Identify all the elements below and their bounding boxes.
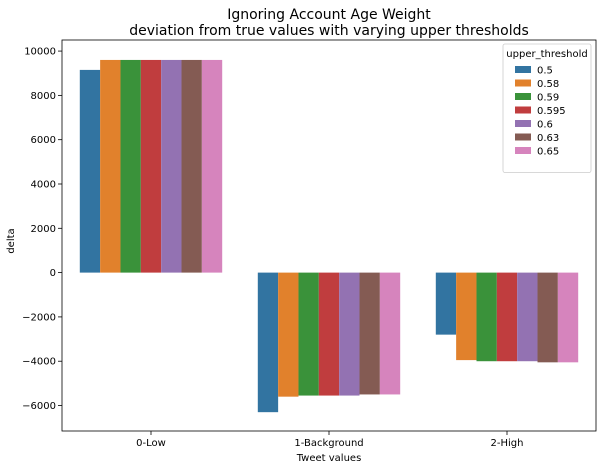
y-tick-label-2000: 2000 <box>31 224 56 235</box>
bar-2-High-0.5 <box>435 272 457 335</box>
legend-swatch-0.65 <box>515 147 531 154</box>
legend-swatch-0.5 <box>515 66 531 73</box>
bar-2-High-0.65 <box>557 272 579 363</box>
x-tick-label-0-Low: 0-Low <box>136 438 166 449</box>
bar-2-High-0.6 <box>517 272 538 362</box>
chart-title-line-1: Ignoring Account Age Weight <box>227 7 431 23</box>
legend-label-0.5: 0.5 <box>537 66 553 77</box>
legend-swatch-0.58 <box>515 79 531 87</box>
chart-title-line-2: deviation from true values with varying … <box>129 23 529 39</box>
legend-swatch-0.59 <box>515 93 531 100</box>
bar-2-High-0.58 <box>456 272 477 361</box>
bar-1-Background-0.58 <box>278 272 299 397</box>
bar-0-Low-0.59 <box>120 59 141 273</box>
legend-swatch-0.63 <box>515 133 531 141</box>
y-tick-label--4000: −4000 <box>22 357 56 368</box>
y-tick-label-0: 0 <box>50 268 56 279</box>
bar-0-Low-0.58 <box>100 59 121 273</box>
y-tick-label-8000: 8000 <box>31 91 56 102</box>
bar-1-Background-0.5 <box>257 272 279 413</box>
legend-swatch-0.595 <box>515 106 531 114</box>
y-axis-label: delta <box>6 228 17 253</box>
legend-label-0.59: 0.59 <box>537 93 559 104</box>
bar-2-High-0.595 <box>496 272 518 362</box>
legend-label-0.63: 0.63 <box>537 133 559 144</box>
bar-0-Low-0.6 <box>161 59 182 273</box>
x-axis-label: Tweet values <box>296 453 362 464</box>
bar-1-Background-0.63 <box>359 272 380 395</box>
bar-0-Low-0.63 <box>181 59 202 273</box>
legend-label-0.58: 0.58 <box>537 79 559 90</box>
y-tick-label--6000: −6000 <box>22 401 56 412</box>
bar-0-Low-0.595 <box>140 59 162 273</box>
legend-title: upper_threshold <box>506 49 587 60</box>
legend: upper_threshold 0.5 0.58 0.59 0.595 0.6 0.63 0.… <box>502 43 592 173</box>
bar-1-Background-0.65 <box>379 272 401 395</box>
bar-0-Low-0.65 <box>201 59 223 273</box>
y-tick-label--2000: −2000 <box>22 312 56 323</box>
legend-swatch-0.6 <box>515 120 531 127</box>
y-tick-label-10000: 10000 <box>24 47 56 58</box>
x-tick-label-1-Background: 1-Background <box>294 438 363 449</box>
bar-0-Low-0.5 <box>79 69 101 273</box>
legend-label-0.6: 0.6 <box>537 120 553 131</box>
bar-2-High-0.59 <box>476 272 497 362</box>
bar-1-Background-0.59 <box>298 272 319 396</box>
legend-label-0.65: 0.65 <box>537 147 559 158</box>
bar-2-High-0.63 <box>537 272 558 363</box>
legend-label-0.595: 0.595 <box>537 106 566 117</box>
bar-1-Background-0.6 <box>339 272 360 396</box>
bar-1-Background-0.595 <box>318 272 340 396</box>
plot-area: −6000 −4000 −2000 0 2000 4000 6000 8000 10000 0-L… <box>22 39 597 449</box>
y-tick-label-4000: 4000 <box>31 179 56 190</box>
y-tick-label-6000: 6000 <box>31 135 56 146</box>
x-tick-label-2-High: 2-High <box>491 438 524 449</box>
